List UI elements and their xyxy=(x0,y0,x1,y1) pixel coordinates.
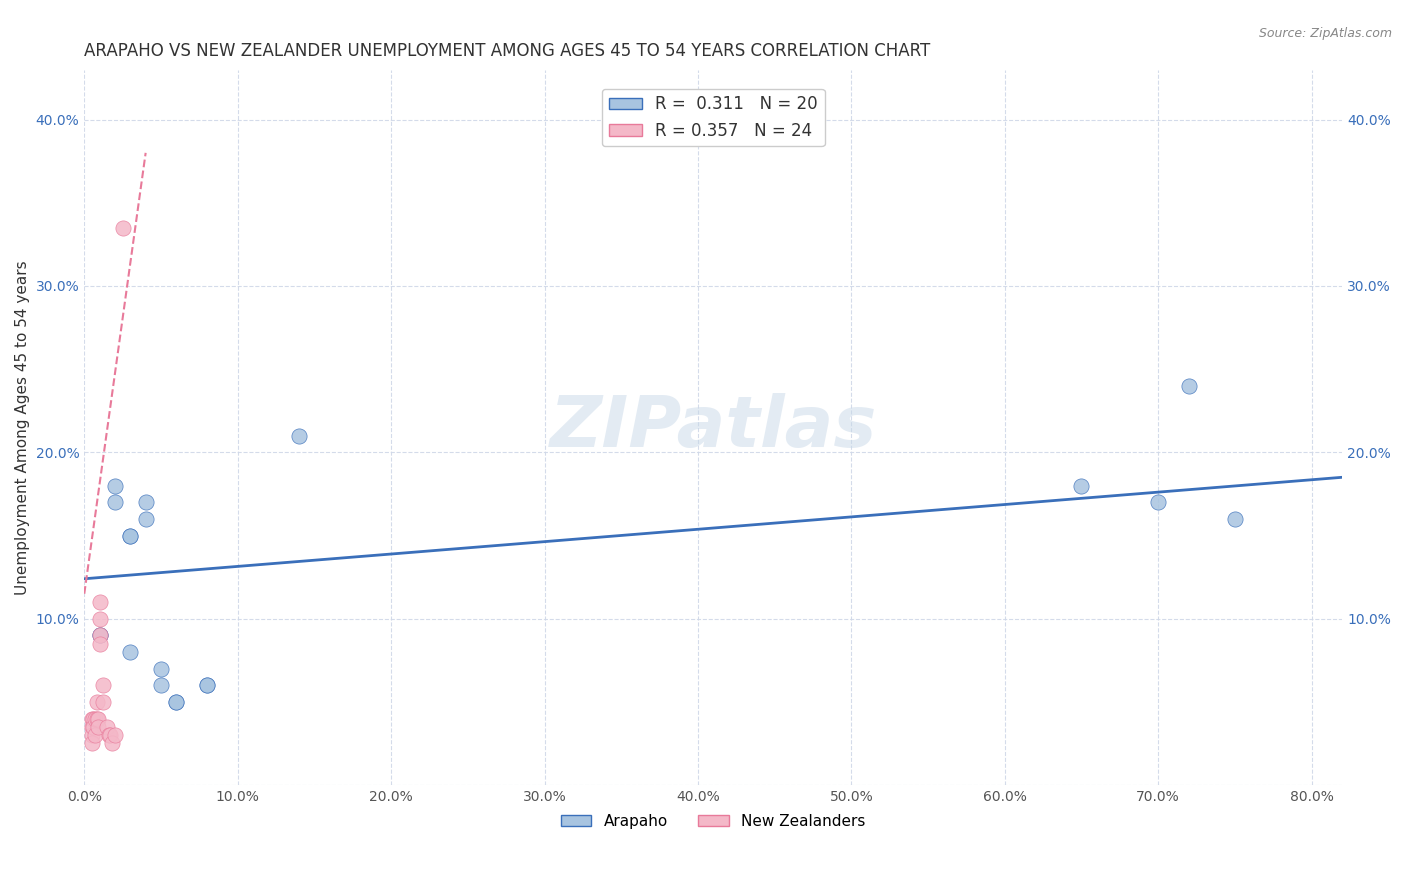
Point xyxy=(120,645,142,659)
Point xyxy=(1223,512,1246,526)
Point xyxy=(89,637,111,651)
Point xyxy=(89,628,111,642)
Point xyxy=(100,728,122,742)
Point xyxy=(135,512,157,526)
Text: ARAPAHO VS NEW ZEALANDER UNEMPLOYMENT AMONG AGES 45 TO 54 YEARS CORRELATION CHAR: ARAPAHO VS NEW ZEALANDER UNEMPLOYMENT AM… xyxy=(84,42,931,60)
Point xyxy=(89,595,111,609)
Point xyxy=(288,428,311,442)
Point xyxy=(84,712,107,726)
Point xyxy=(80,720,103,734)
Point xyxy=(86,695,108,709)
Point xyxy=(195,678,218,692)
Point xyxy=(104,478,127,492)
Legend: Arapaho, New Zealanders: Arapaho, New Zealanders xyxy=(555,807,872,835)
Point xyxy=(80,728,103,742)
Point xyxy=(101,737,124,751)
Point xyxy=(89,628,111,642)
Point xyxy=(135,495,157,509)
Point xyxy=(91,695,114,709)
Point xyxy=(150,662,173,676)
Point xyxy=(165,695,187,709)
Point xyxy=(111,220,134,235)
Point xyxy=(80,712,103,726)
Point xyxy=(86,712,108,726)
Point xyxy=(150,678,173,692)
Point xyxy=(89,628,111,642)
Point xyxy=(87,720,110,734)
Y-axis label: Unemployment Among Ages 45 to 54 years: Unemployment Among Ages 45 to 54 years xyxy=(15,260,30,595)
Point xyxy=(120,528,142,542)
Point xyxy=(97,728,120,742)
Point xyxy=(104,495,127,509)
Point xyxy=(91,678,114,692)
Point xyxy=(195,678,218,692)
Point xyxy=(1070,478,1092,492)
Text: Source: ZipAtlas.com: Source: ZipAtlas.com xyxy=(1258,27,1392,40)
Point xyxy=(1178,378,1201,392)
Point xyxy=(165,695,187,709)
Point xyxy=(96,720,118,734)
Text: ZIPatlas: ZIPatlas xyxy=(550,392,877,462)
Point xyxy=(89,612,111,626)
Point xyxy=(84,728,107,742)
Point xyxy=(82,712,104,726)
Point xyxy=(104,728,127,742)
Point xyxy=(87,712,110,726)
Point xyxy=(82,720,104,734)
Point xyxy=(120,528,142,542)
Point xyxy=(80,737,103,751)
Point xyxy=(1147,495,1170,509)
